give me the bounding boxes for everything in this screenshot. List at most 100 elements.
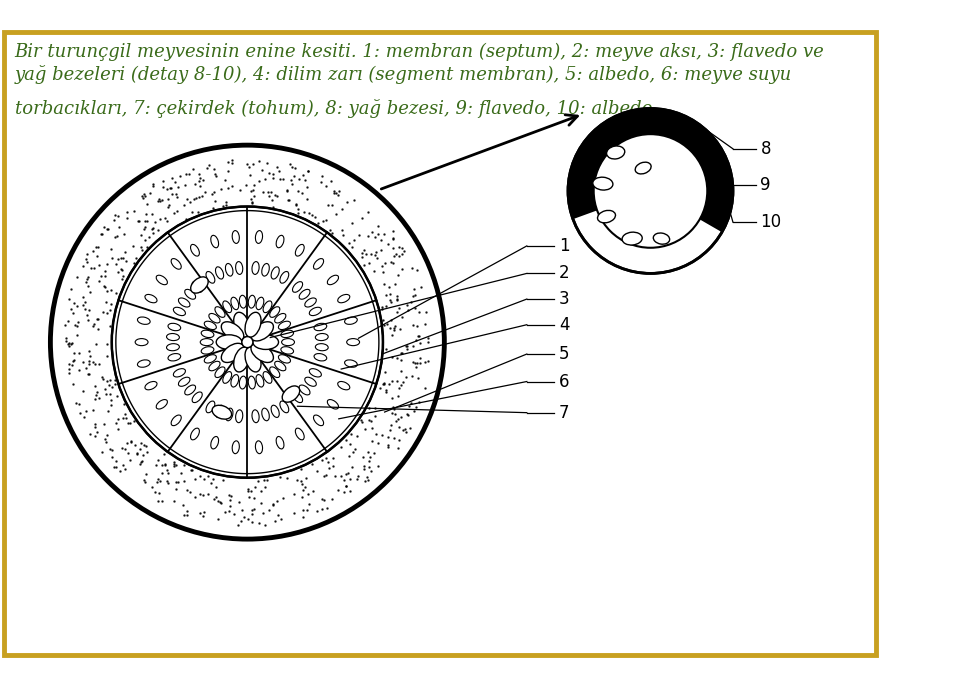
Ellipse shape	[256, 374, 264, 387]
Ellipse shape	[255, 231, 262, 243]
Ellipse shape	[345, 360, 357, 368]
Ellipse shape	[300, 289, 310, 300]
Ellipse shape	[206, 401, 215, 413]
Ellipse shape	[281, 339, 295, 346]
Ellipse shape	[231, 374, 239, 387]
Ellipse shape	[338, 295, 349, 303]
Ellipse shape	[211, 436, 219, 449]
Ellipse shape	[255, 441, 262, 453]
Ellipse shape	[168, 324, 180, 330]
Ellipse shape	[156, 275, 167, 284]
Ellipse shape	[314, 415, 324, 426]
Ellipse shape	[202, 330, 214, 337]
Ellipse shape	[249, 295, 255, 308]
Ellipse shape	[271, 267, 279, 279]
Ellipse shape	[137, 360, 150, 368]
Ellipse shape	[293, 392, 302, 403]
Ellipse shape	[222, 344, 244, 363]
Ellipse shape	[204, 322, 216, 330]
Ellipse shape	[270, 367, 279, 378]
Text: 1: 1	[559, 237, 569, 255]
Ellipse shape	[314, 324, 326, 330]
Ellipse shape	[275, 361, 286, 371]
Ellipse shape	[280, 401, 289, 413]
Text: 5: 5	[559, 345, 569, 363]
Ellipse shape	[252, 410, 259, 423]
Ellipse shape	[654, 233, 670, 244]
Ellipse shape	[232, 441, 239, 453]
Ellipse shape	[327, 275, 339, 284]
Ellipse shape	[262, 264, 270, 276]
Ellipse shape	[235, 410, 243, 423]
Ellipse shape	[278, 322, 291, 330]
Ellipse shape	[233, 347, 250, 372]
Ellipse shape	[239, 376, 247, 389]
Ellipse shape	[171, 258, 181, 269]
Ellipse shape	[597, 210, 615, 223]
Text: 2: 2	[559, 264, 569, 282]
Ellipse shape	[215, 367, 225, 378]
Ellipse shape	[216, 335, 242, 350]
Circle shape	[60, 155, 435, 530]
Ellipse shape	[209, 313, 220, 323]
Ellipse shape	[263, 301, 272, 313]
Text: 9: 9	[760, 177, 771, 194]
Ellipse shape	[192, 392, 203, 403]
Ellipse shape	[276, 236, 284, 248]
Ellipse shape	[607, 146, 625, 159]
Ellipse shape	[231, 297, 239, 310]
Ellipse shape	[190, 428, 200, 440]
Ellipse shape	[215, 267, 224, 279]
Ellipse shape	[347, 339, 360, 346]
Ellipse shape	[281, 347, 294, 354]
Circle shape	[242, 337, 252, 348]
Ellipse shape	[166, 344, 180, 351]
Circle shape	[568, 109, 732, 273]
Ellipse shape	[314, 354, 326, 361]
Ellipse shape	[315, 333, 328, 341]
Ellipse shape	[179, 377, 190, 386]
Text: torbacıkları, 7: çekirdek (tohum), 8: yağ bezesi, 9: flavedo, 10: albedo: torbacıkları, 7: çekirdek (tohum), 8: ya…	[14, 100, 652, 118]
Ellipse shape	[252, 262, 259, 274]
Circle shape	[50, 145, 444, 539]
Ellipse shape	[232, 231, 239, 243]
Ellipse shape	[206, 271, 215, 283]
Ellipse shape	[304, 377, 316, 386]
Ellipse shape	[327, 400, 339, 409]
Ellipse shape	[592, 177, 612, 190]
Ellipse shape	[251, 344, 274, 363]
Ellipse shape	[275, 313, 286, 323]
Ellipse shape	[168, 354, 180, 361]
Ellipse shape	[233, 313, 250, 337]
Ellipse shape	[215, 405, 224, 418]
Text: 8: 8	[760, 140, 771, 158]
Ellipse shape	[278, 354, 291, 363]
Ellipse shape	[222, 322, 244, 341]
Ellipse shape	[209, 361, 220, 371]
Ellipse shape	[184, 289, 196, 300]
Ellipse shape	[191, 277, 208, 293]
Ellipse shape	[190, 245, 200, 256]
Text: 10: 10	[760, 213, 781, 231]
Ellipse shape	[338, 381, 349, 390]
Ellipse shape	[135, 339, 148, 346]
Ellipse shape	[204, 354, 216, 363]
Ellipse shape	[252, 335, 278, 350]
Text: yağ bezeleri (detay 8-10), 4: dilim zarı (segment membran), 5: albedo, 6: meyve : yağ bezeleri (detay 8-10), 4: dilim zarı…	[14, 65, 792, 84]
Ellipse shape	[226, 408, 233, 420]
Ellipse shape	[636, 162, 651, 174]
Ellipse shape	[235, 262, 243, 274]
Ellipse shape	[223, 301, 231, 313]
Ellipse shape	[256, 297, 264, 310]
Ellipse shape	[304, 298, 316, 307]
Ellipse shape	[282, 386, 300, 402]
Ellipse shape	[202, 347, 214, 354]
Text: Bir turunçgil meyvesinin enine kesiti. 1: membran (septum), 2: meyve aksı, 3: fl: Bir turunçgil meyvesinin enine kesiti. 1…	[14, 43, 825, 60]
Ellipse shape	[245, 313, 261, 337]
Ellipse shape	[174, 307, 185, 315]
Ellipse shape	[296, 428, 304, 440]
Ellipse shape	[314, 258, 324, 269]
Ellipse shape	[249, 376, 255, 389]
Text: 7: 7	[559, 404, 569, 422]
Ellipse shape	[145, 381, 157, 390]
